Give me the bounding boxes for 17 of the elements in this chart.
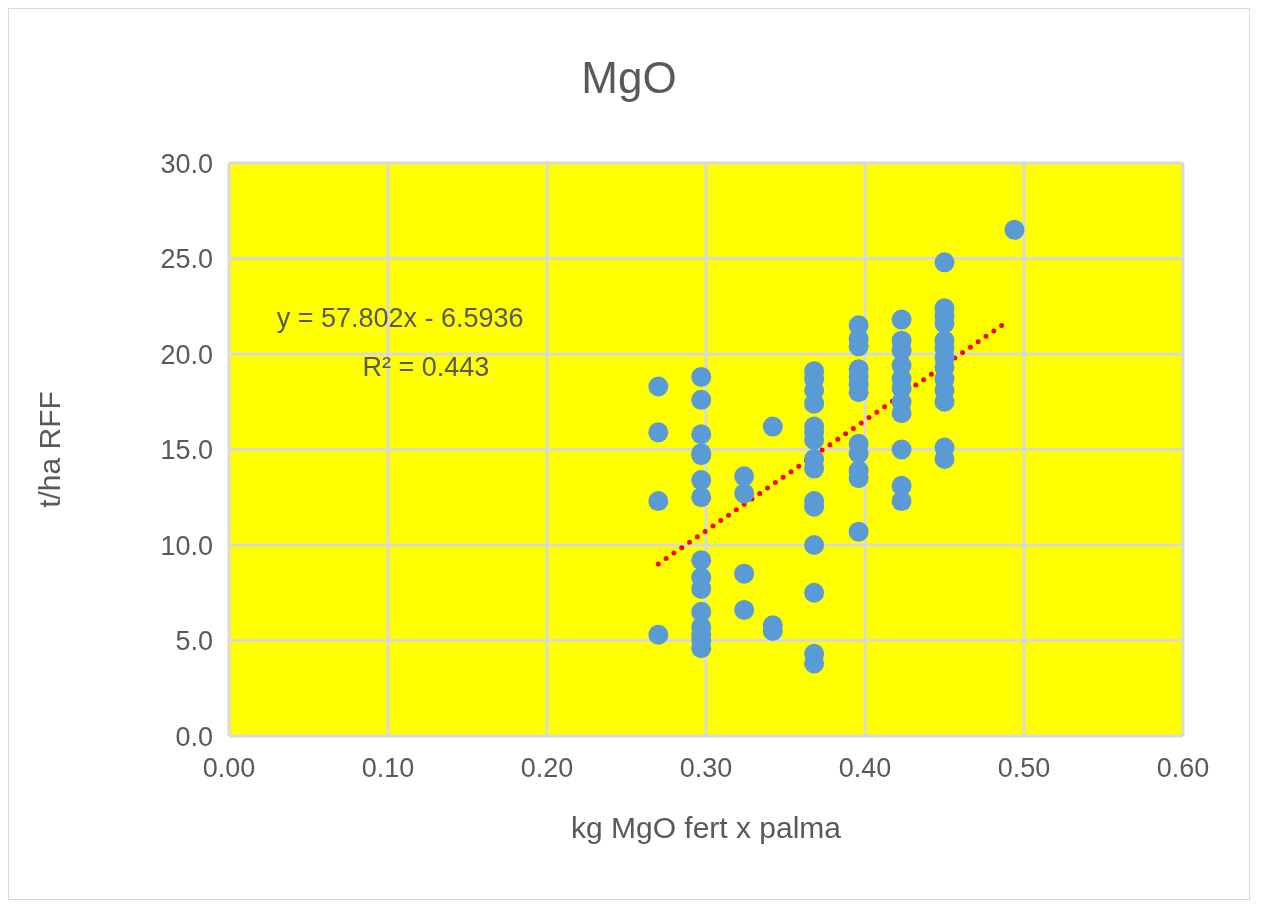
y-tick-label: 0.0: [175, 721, 213, 752]
chart-title: MgO: [580, 53, 678, 103]
y-tick-label: 15.0: [160, 435, 213, 466]
x-tick-label: 0.00: [202, 753, 256, 784]
x-tick-label: 0.10: [361, 753, 415, 784]
y-tick-label: 25.0: [160, 244, 213, 275]
y-axis-title: t/ha RFF: [32, 391, 66, 508]
x-tick-label: 0.50: [997, 753, 1051, 784]
x-tick-label: 0.20: [520, 753, 574, 784]
y-tick-label: 10.0: [160, 530, 213, 561]
y-tick-label: 5.0: [175, 626, 213, 657]
x-tick-label: 0.30: [679, 753, 733, 784]
y-tick-label: 30.0: [160, 148, 213, 179]
x-axis-title: kg MgO fert x palma: [570, 811, 842, 844]
x-tick-label: 0.60: [1156, 753, 1210, 784]
y-tick-label: 20.0: [160, 339, 213, 370]
x-tick-label: 0.40: [838, 753, 892, 784]
